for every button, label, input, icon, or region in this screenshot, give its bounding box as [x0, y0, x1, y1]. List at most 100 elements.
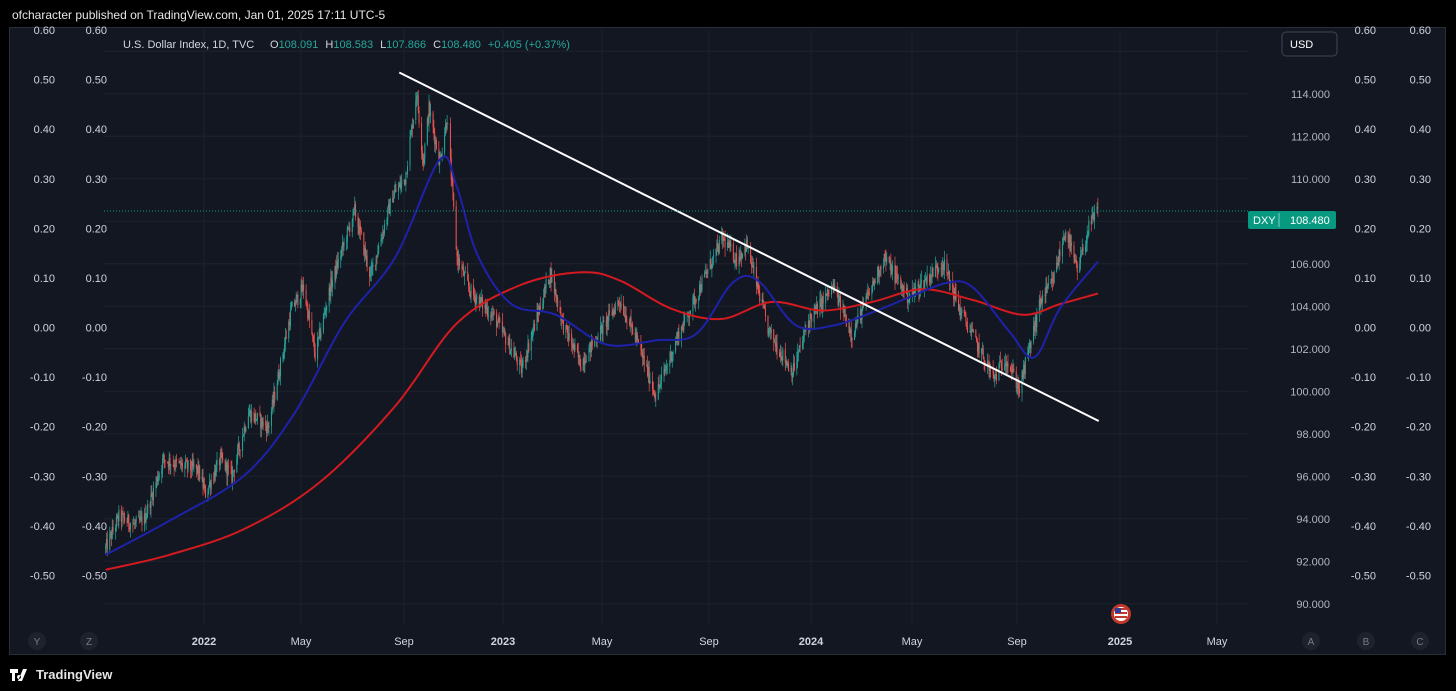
candle-750 — [971, 322, 973, 341]
candle-body — [832, 283, 834, 289]
candle-body — [199, 465, 201, 480]
candle-79 — [196, 465, 198, 475]
candle-652 — [857, 307, 859, 324]
candle-body — [571, 344, 573, 349]
candle-body — [1050, 283, 1052, 284]
candle-218 — [357, 212, 359, 235]
indicator-tick-label-left-outer: 0.40 — [34, 124, 55, 136]
indicator-tick-label-left-inner: 0.50 — [86, 75, 107, 87]
candle-456 — [631, 323, 633, 336]
candle-606 — [804, 321, 806, 333]
candle-752 — [972, 328, 974, 334]
candle-533 — [721, 226, 723, 245]
corner-button-z[interactable]: Z — [80, 632, 98, 650]
currency-button[interactable]: USD — [1281, 31, 1338, 57]
corner-button-c[interactable]: C — [1411, 632, 1429, 650]
candle-738 — [957, 290, 959, 312]
time-tick-label: Sep — [699, 636, 719, 648]
candle-body — [364, 247, 366, 255]
candle-body — [883, 253, 885, 266]
us-flag-icon[interactable] — [1111, 604, 1131, 624]
candle-783 — [1009, 365, 1011, 373]
candle-body — [751, 265, 753, 266]
candle-body — [929, 274, 931, 283]
candle-body — [473, 294, 475, 297]
candle-body — [562, 316, 564, 318]
candle-198 — [334, 265, 336, 290]
candle-body — [288, 321, 290, 339]
candle-body — [1042, 295, 1044, 303]
candle-body — [456, 249, 458, 257]
candle-body — [167, 462, 169, 463]
corner-button-a[interactable]: A — [1302, 632, 1320, 650]
candle-703 — [917, 280, 919, 294]
candle-511 — [694, 296, 696, 312]
indicator-tick-label-right-inner: 0.10 — [1355, 273, 1376, 285]
candle-body — [605, 320, 607, 327]
candle-body — [689, 311, 691, 315]
candle-body — [940, 268, 942, 270]
candle-body — [901, 284, 903, 289]
candle-body — [534, 323, 536, 331]
candle-body — [574, 344, 576, 350]
candle-140 — [266, 414, 268, 437]
candle-body — [284, 344, 286, 353]
candle-711 — [925, 276, 927, 286]
candle-829 — [1062, 230, 1064, 246]
candle-707 — [920, 270, 922, 291]
candle-body — [453, 192, 455, 207]
candle-585 — [780, 346, 782, 361]
candle-214 — [352, 208, 354, 227]
candle-body — [109, 533, 111, 550]
candle-body — [336, 261, 338, 276]
candle-body — [701, 277, 703, 291]
time-axis[interactable]: 2022 May Sep 2023 May Sep 2024 May Sep 2025 May — [192, 636, 1228, 648]
indicator-axis-left[interactable]: 0.60 0.600.50 0.500.40 0.400.30 0.300.20 0.20… — [30, 25, 107, 582]
publisher-text: ofcharacter published on TradingView.com… — [12, 8, 386, 22]
candle-560 — [751, 256, 753, 268]
candle-737 — [955, 283, 957, 303]
corner-button-b[interactable]: B — [1357, 632, 1375, 650]
candle-body — [170, 464, 172, 466]
candle-625 — [826, 286, 828, 301]
candle-735 — [953, 287, 955, 307]
candle-body — [1058, 250, 1060, 266]
candle-26 — [134, 519, 136, 529]
candle-body — [412, 119, 414, 129]
candle-body — [880, 267, 882, 270]
candle-801 — [1029, 340, 1031, 358]
time-tick-label: May — [291, 636, 312, 648]
candle-216 — [354, 196, 356, 216]
price-axis[interactable]: 116.000114.000112.000110.000108.000106.0… — [1290, 46, 1330, 611]
candle-243 — [386, 217, 388, 230]
candle-296 — [446, 115, 448, 131]
candle-648 — [854, 330, 856, 341]
candle-697 — [909, 292, 911, 305]
chart-pane[interactable] — [9, 27, 1446, 655]
candle-body — [157, 477, 159, 482]
candle-body — [458, 258, 460, 265]
corner-button-y[interactable]: Y — [28, 632, 46, 650]
candle-357 — [516, 355, 518, 371]
candle-body — [374, 264, 376, 266]
candle-body — [383, 224, 385, 234]
candle-380 — [543, 283, 545, 298]
indicator-axis-right[interactable]: 0.60 0.600.50 0.500.40 0.400.30 0.300.20 0.20… — [1351, 25, 1431, 582]
candle-body — [1076, 264, 1078, 273]
candle-body — [129, 525, 131, 530]
candle-body — [272, 399, 274, 404]
indicator-tick-label-left-outer: 0.00 — [34, 323, 55, 335]
candle-body — [741, 253, 743, 258]
candle-257 — [401, 173, 403, 192]
candle-body — [903, 285, 905, 295]
candle-461 — [637, 332, 639, 344]
candle-body — [1051, 278, 1053, 284]
candle-618 — [819, 291, 821, 318]
trend-line[interactable] — [398, 71, 1100, 422]
candle-body — [1056, 262, 1058, 265]
candle-147 — [274, 386, 276, 407]
tradingview-logo[interactable]: TradingView — [10, 667, 112, 682]
candle-185 — [318, 321, 320, 340]
candle-464 — [641, 343, 643, 358]
